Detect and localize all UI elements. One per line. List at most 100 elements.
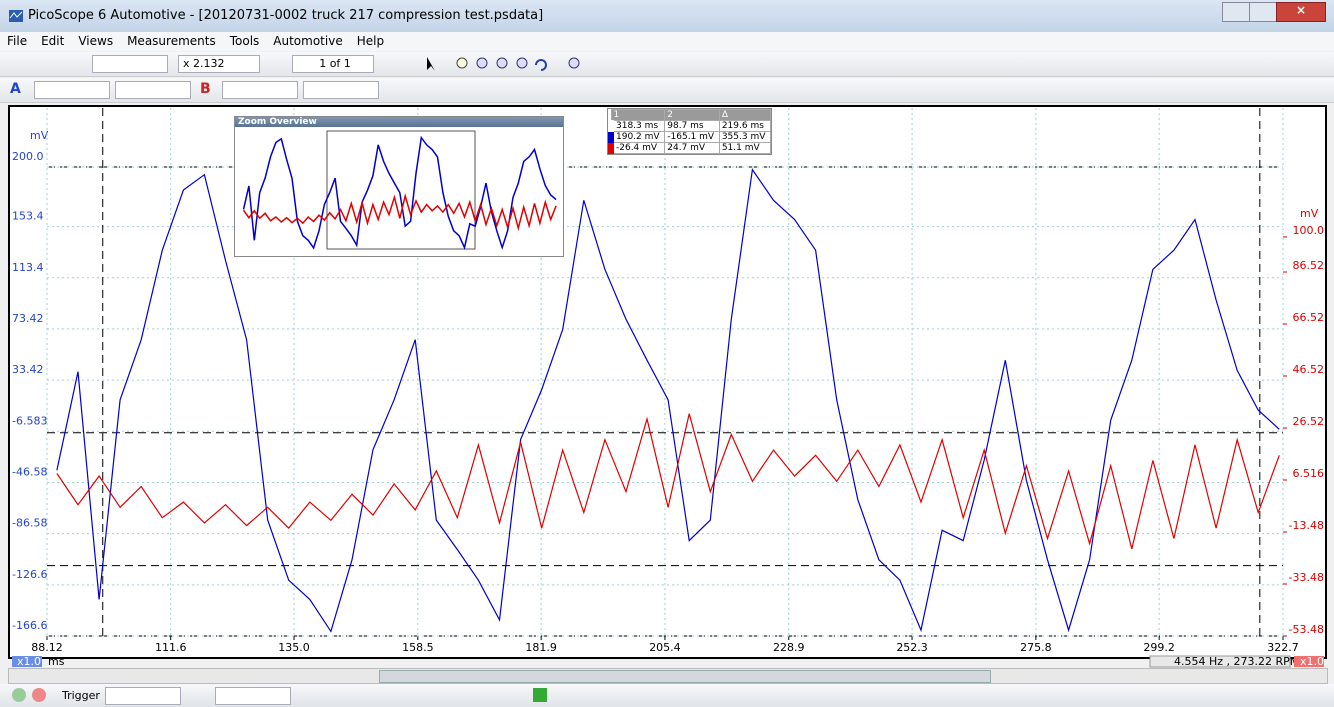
- page-counter[interactable]: 1 of 1: [292, 55, 374, 73]
- frequency-readout: 4.554 Hz , 273.22 RPM: [1174, 655, 1299, 668]
- measurement-cell: 190.2 mV: [608, 131, 666, 143]
- menu-bar: File Edit Views Measurements Tools Automotive…: [0, 32, 1334, 51]
- y2-tick-label: 86.52: [1293, 259, 1325, 272]
- y-tick-label: -6.583: [12, 414, 47, 427]
- x-tick-label: 181.9: [525, 641, 557, 654]
- status-bar: Trigger: [0, 684, 1334, 707]
- frequency-box: [1149, 655, 1291, 668]
- overview-waveform: [242, 192, 557, 232]
- x-scale: x1.0: [17, 655, 41, 668]
- channel-toolbar: A B: [0, 78, 1334, 103]
- trigger-source[interactable]: [215, 687, 291, 705]
- waveform: [56, 167, 1280, 633]
- y2-tick-label: -33.48: [1289, 571, 1324, 584]
- x-tick-label: 158.5: [402, 641, 434, 654]
- dropdown[interactable]: [92, 55, 168, 73]
- zoom-factor[interactable]: x 2.132: [178, 55, 260, 73]
- stop-button[interactable]: [32, 688, 46, 702]
- overview-waveform: [242, 135, 557, 251]
- zoom-overview-plot: [242, 130, 557, 251]
- y2-axis-unit: mV: [1300, 207, 1319, 220]
- zoom-overview-title: Zoom Overview: [235, 117, 563, 127]
- measurement-cell: 24.7 mV: [664, 142, 720, 154]
- column-header: 2: [664, 109, 720, 121]
- x-axis-unit: ms: [48, 655, 65, 668]
- y2-tick-label: 46.52: [1293, 363, 1325, 376]
- close-button[interactable]: ×: [1276, 2, 1326, 22]
- zoom-window: [326, 130, 476, 250]
- measurement-cell: 219.6 ms: [718, 120, 772, 132]
- y-tick-label: -166.6: [12, 619, 47, 632]
- title-bar: PicoScope 6 Automotive - [20120731-0002 …: [0, 0, 1334, 32]
- column-header: 1: [610, 109, 666, 121]
- x-tick-label: 275.8: [1020, 641, 1052, 654]
- measurement-row: 318.3 ms 98.7 ms 219.6 ms: [608, 120, 772, 132]
- range-dropdown[interactable]: [222, 81, 298, 99]
- window-controls: ×: [1222, 2, 1326, 22]
- scroll-thumb[interactable]: [379, 670, 991, 683]
- measurement-cell: 98.7 ms: [664, 120, 720, 132]
- y2-tick-label: -53.48: [1289, 623, 1324, 636]
- app-icon: [9, 10, 23, 22]
- measurement-table: 1 2 Δ 318.3 ms 98.7 ms 219.6 ms 190.2 mV -165.1…: [607, 108, 772, 155]
- y-tick-label: -86.58: [12, 517, 47, 530]
- coupling-dropdown[interactable]: [115, 81, 191, 99]
- menu-item[interactable]: Tools: [229, 34, 260, 48]
- x-tick-label: 111.6: [155, 641, 187, 654]
- measurement-cell: 355.3 mV: [718, 131, 772, 143]
- plot-frame: [8, 105, 1327, 659]
- y2-tick-label: 100.0: [1293, 224, 1325, 237]
- add-button[interactable]: [533, 688, 547, 702]
- measurement-grid: 1 2 Δ 318.3 ms 98.7 ms 219.6 ms 190.2 mV -165.1…: [608, 109, 772, 154]
- y2-tick-label: -13.48: [1289, 519, 1324, 532]
- toolbar: x 2.132 1 of 1: [0, 52, 1334, 77]
- y-tick-label: -46.58: [12, 465, 47, 478]
- zoom-overview[interactable]: Zoom Overview: [234, 116, 564, 257]
- x-tick-label: 228.9: [773, 641, 805, 654]
- tool-icons: [427, 57, 580, 71]
- measurement-cell: 318.3 ms: [608, 120, 666, 132]
- measurement-cell: -26.4 mV: [608, 142, 666, 154]
- range-dropdown[interactable]: [34, 81, 110, 99]
- measurement-row: 190.2 mV -165.1 mV 355.3 mV: [608, 131, 772, 143]
- minimize-button[interactable]: [1222, 2, 1250, 22]
- measurement-row: -26.4 mV 24.7 mV 51.1 mV: [608, 142, 772, 154]
- scrollbar[interactable]: [8, 668, 1328, 684]
- x-tick-label: 299.2: [1143, 641, 1175, 654]
- start-button[interactable]: [12, 688, 26, 702]
- channel-b[interactable]: B: [200, 81, 211, 97]
- menu-item[interactable]: Automotive: [273, 34, 343, 48]
- y-tick-label: 113.4: [12, 261, 44, 274]
- menu-item[interactable]: File: [7, 34, 28, 48]
- y-tick-label: -126.6: [12, 568, 47, 581]
- y-tick-label: 153.4: [12, 210, 44, 223]
- x-scale-badge: [12, 656, 42, 667]
- maximize-button[interactable]: [1249, 2, 1277, 22]
- menu-item[interactable]: Edit: [41, 34, 65, 48]
- y2-scale: x1.0: [1300, 655, 1324, 668]
- menu-item[interactable]: Help: [356, 34, 385, 48]
- trigger-dropdown[interactable]: [105, 687, 181, 705]
- measurement-cell: 51.1 mV: [718, 142, 772, 154]
- x-tick-label: 205.4: [649, 641, 681, 654]
- menu-item[interactable]: Views: [78, 34, 114, 48]
- x-tick-label: 135.0: [278, 641, 310, 654]
- scope-view: mV mV x1.0 ms 4.554 Hz , 273.22 RPM x1.0…: [8, 105, 1327, 668]
- coupling-dropdown[interactable]: [303, 81, 379, 99]
- y-tick-label: 73.42: [12, 312, 44, 325]
- menu-item[interactable]: Measurements: [127, 34, 216, 48]
- trigger-label: Trigger: [62, 689, 100, 702]
- y2-scale-badge: [1294, 656, 1324, 667]
- y-tick-label: 33.42: [12, 363, 44, 376]
- x-tick-label: 252.3: [896, 641, 928, 654]
- x-tick-label: 322.7: [1267, 641, 1299, 654]
- channel-a[interactable]: A: [10, 81, 21, 97]
- x-tick-label: 88.12: [31, 641, 63, 654]
- y-tick-label: 200.0: [12, 150, 44, 163]
- y2-tick-label: 66.52: [1293, 311, 1325, 324]
- waveform: [56, 413, 1280, 550]
- y2-tick-label: 6.516: [1293, 467, 1325, 480]
- window-title: PicoScope 6 Automotive - [20120731-0002 …: [28, 8, 544, 23]
